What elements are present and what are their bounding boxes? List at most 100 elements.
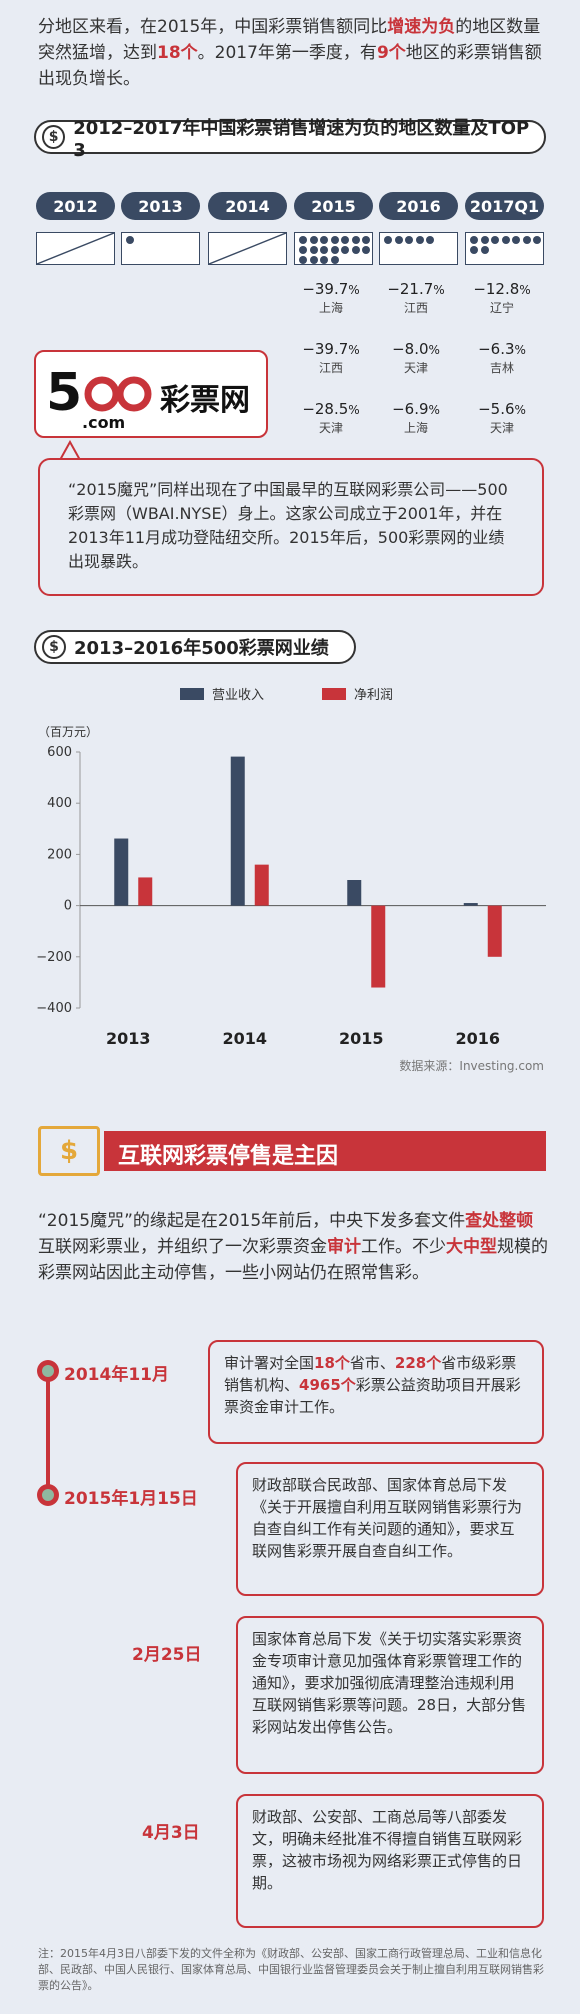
bar-net-profit [254, 864, 269, 906]
percent-sign: % [433, 283, 445, 297]
count-dot [330, 236, 339, 244]
percent-sign: % [428, 403, 440, 417]
count-dot [309, 256, 318, 264]
count-dot [320, 246, 328, 254]
y-tick-label: 600 [47, 745, 72, 760]
count-dot [405, 236, 413, 244]
y-tick-label: −200 [36, 950, 72, 965]
timeline-node [37, 1360, 59, 1382]
timeline-date: 2015年1月15日 [64, 1489, 198, 1509]
top3-value: −39.7% [286, 280, 376, 298]
growth-rate: −12.8 [473, 280, 520, 298]
count-dot [126, 236, 134, 244]
section1-title-pill: $ 2012–2017年中国彩票销售增速为负的地区数量及TOP 3 [34, 118, 546, 161]
percent-sign: % [348, 403, 360, 417]
growth-rate: −6.3 [478, 340, 515, 358]
count-dot [299, 236, 307, 244]
top3-value: −5.6% [457, 400, 547, 418]
top3-province: 天津 [403, 361, 428, 375]
count-dot [299, 246, 307, 254]
section1-title: 2012–2017年中国彩票销售增速为负的地区数量及TOP 3 [73, 117, 530, 161]
year-pill-2017Q1: 2017Q1 [465, 192, 544, 220]
timeline-item-box: 财政部、公安部、工商总局等八部委发文，明确未经批准不得擅自销售互联网彩票，这被市… [236, 1794, 544, 1928]
count-box-2017Q1 [465, 232, 544, 265]
timeline-date: 4月3日 [142, 1823, 200, 1843]
growth-rate: −39.7 [302, 280, 349, 298]
growth-rate: −39.7 [302, 340, 349, 358]
count-dot [394, 236, 403, 244]
footnote: 注：2015年4月3日八部委下发的文件全称为《财政部、公安部、国家工商行政管理总… [38, 1947, 544, 1992]
quote-box: “2015魔咒”同样出现在了中国最早的互联网彩票公司——500彩票网（WBAI.… [38, 458, 544, 596]
legend-swatch [180, 688, 204, 700]
count-box-2015 [294, 232, 373, 265]
section3-banner: 互联网彩票停售是主因 $ [34, 1126, 546, 1176]
dollar-coin-icon: $ [42, 125, 66, 149]
bar-revenue [347, 880, 362, 906]
legend-swatch [322, 688, 346, 700]
growth-rate: −21.7 [387, 280, 434, 298]
top3-value: −39.7% [286, 340, 376, 358]
percent-sign: % [519, 283, 531, 297]
count-dot [512, 236, 520, 244]
count-box-2013 [121, 232, 200, 265]
count-dot [470, 246, 478, 254]
top3-province: 上海 [318, 301, 343, 315]
timeline-date: 2014年11月 [64, 1365, 169, 1385]
section2-title-pill: $ 2013–2016年500彩票网业绩 [34, 630, 356, 664]
y-tick-label: −400 [36, 1001, 72, 1016]
timeline-item-box: 审计署对全国18个省市、228个省市级彩票销售机构、4965个彩票公益资助项目开… [208, 1340, 544, 1444]
logo-500-lottery: 5 .com 彩票网 [34, 350, 268, 438]
timeline-line [46, 1368, 50, 1492]
timeline-item-box: 国家体育总局下发《关于切实落实彩票资金专项审计意见加强体育彩票管理工作的通知》，… [236, 1616, 544, 1774]
bar-net-profit [487, 905, 502, 957]
count-box-2014 [208, 232, 287, 265]
count-dot [309, 246, 318, 254]
banner-bar [104, 1131, 546, 1171]
top3-province: 江西 [403, 301, 428, 315]
count-box-2016 [379, 232, 458, 265]
lottery-ticket-icon: $ [38, 1126, 100, 1176]
count-dot [501, 236, 510, 244]
legend-label: 净利润 [354, 688, 393, 703]
top3-value: −8.0% [371, 340, 461, 358]
top3-value: −21.7% [371, 280, 461, 298]
x-tick-label: 2016 [455, 1029, 500, 1048]
count-dot [299, 256, 307, 264]
revenue-profit-bar-chart: 营业收入 净利润 （百万元） 600 400 200 0 −200 −400 2013 2014 20… [36, 688, 546, 1073]
y-tick-label: 200 [47, 847, 72, 862]
top3-value: −6.3% [457, 340, 547, 358]
zero-slash-icon [37, 233, 114, 264]
timeline-node [37, 1484, 59, 1506]
count-dot [320, 256, 328, 264]
count-dot [362, 246, 370, 254]
data-source: 数据来源：Investing.com [399, 1058, 544, 1073]
year-pill-2013: 2013 [121, 192, 200, 220]
count-dot [470, 236, 478, 244]
section3-title: 互联网彩票停售是主因 [118, 1144, 339, 1169]
count-dot [533, 236, 541, 244]
x-tick-label: 2013 [106, 1029, 151, 1048]
legend-label: 营业收入 [212, 688, 264, 703]
y-axis-unit: （百万元） [38, 725, 98, 739]
svg-text:.com: .com [82, 413, 125, 432]
percent-sign: % [514, 343, 526, 357]
growth-rate: −5.6 [478, 400, 515, 418]
count-dot [522, 236, 531, 244]
x-tick-label: 2015 [339, 1029, 384, 1048]
top3-province: 辽宁 [489, 301, 514, 315]
timeline-date: 2月25日 [132, 1645, 202, 1665]
top3-province: 天津 [318, 421, 343, 435]
count-dot [330, 246, 339, 254]
dollar-coin-icon: $ [42, 635, 66, 659]
count-dot [351, 236, 360, 244]
count-dot [341, 236, 349, 244]
percent-sign: % [348, 283, 360, 297]
percent-sign: % [428, 343, 440, 357]
x-tick-label: 2014 [222, 1029, 267, 1048]
top3-province: 上海 [403, 421, 428, 435]
growth-rate: −28.5 [302, 400, 349, 418]
bar-net-profit [138, 877, 153, 906]
growth-rate: −6.9 [392, 400, 429, 418]
intro-paragraph: 分地区来看，在2015年，中国彩票销售额同比增速为负的地区数量突然猛增，达到18… [38, 17, 542, 89]
count-dot [480, 236, 489, 244]
